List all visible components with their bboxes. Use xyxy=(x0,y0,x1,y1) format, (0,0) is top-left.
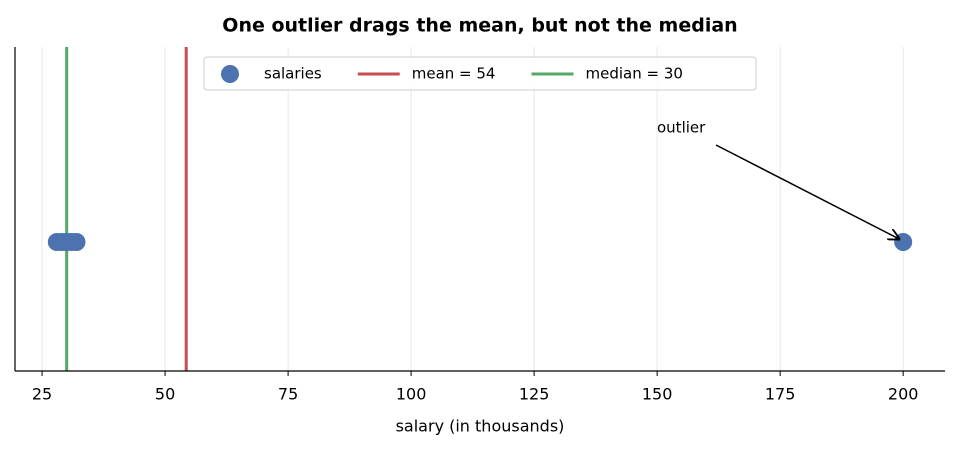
point xyxy=(67,233,86,251)
x-tick-label: 125 xyxy=(519,385,550,404)
annotation-arrow xyxy=(715,144,899,239)
legend-label: salaries xyxy=(264,65,322,83)
legend-box xyxy=(203,56,757,91)
legend-label: mean = 54 xyxy=(412,65,496,83)
x-axis-label: salary (in thousands) xyxy=(396,417,565,436)
x-tick-label: 175 xyxy=(765,385,796,404)
x-tick-label: 150 xyxy=(642,385,673,404)
x-tick-label: 100 xyxy=(396,385,427,404)
x-tick-label: 50 xyxy=(155,385,175,404)
x-tick-label: 75 xyxy=(278,385,298,404)
x-tick-label: 200 xyxy=(888,385,919,404)
annotation: outlier xyxy=(657,119,706,137)
chart-title: One outlier drags the mean, but not the … xyxy=(222,15,737,37)
x-tick-label: 25 xyxy=(32,385,52,404)
point xyxy=(894,233,913,251)
legend-marker xyxy=(221,65,239,83)
legend-label: median = 30 xyxy=(585,65,682,83)
